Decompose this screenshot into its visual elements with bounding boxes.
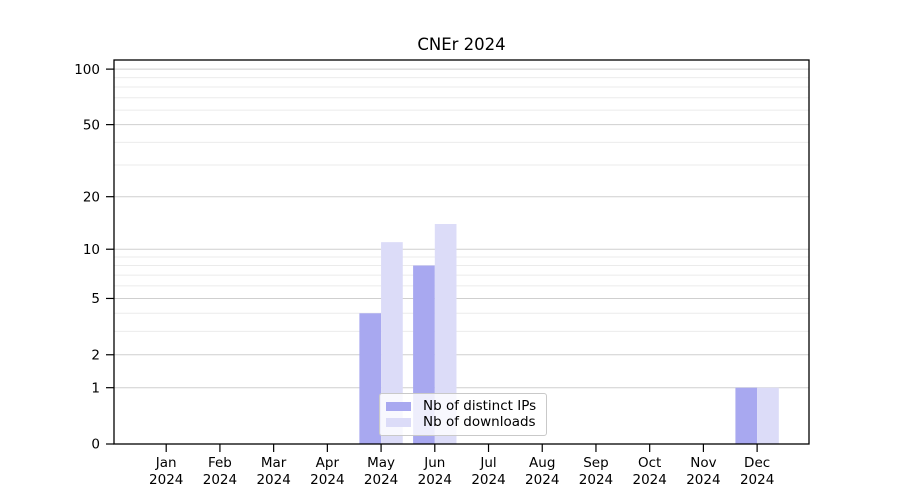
legend-entry-distinct-ips: Nb of distinct IPs [386,399,538,414]
x-tick-label-year: 2024 [256,472,290,488]
x-tick-label-month: Nov [690,455,716,471]
x-tick-label-year: 2024 [310,472,344,488]
x-tick-label-year: 2024 [149,472,183,488]
x-tick-label-month: Oct [638,455,661,471]
y-tick-label: 10 [83,242,100,258]
y-tick-label: 2 [91,347,100,363]
x-tick-label-month: Feb [208,455,232,471]
x-tick-label-year: 2024 [203,472,237,488]
x-tick-label-year: 2024 [364,472,398,488]
legend-label-distinct-ips: Nb of distinct IPs [423,397,537,414]
bar-distinct-ips [735,387,758,444]
x-tick-label-year: 2024 [740,472,774,488]
y-tick-label: 1 [91,380,100,396]
x-tick-label-month: Mar [261,455,287,471]
x-tick-label-month: Jul [479,455,496,471]
x-tick-label-month: Aug [529,455,555,471]
y-tick-label: 20 [83,189,100,205]
x-tick-label-month: Apr [316,455,340,471]
x-tick-label-year: 2024 [471,472,505,488]
x-tick-label-month: Sep [583,455,608,471]
bar-downloads [434,224,457,444]
legend: Nb of distinct IPs Nb of downloads [379,393,547,436]
legend-swatch-distinct-ips [386,402,411,411]
x-tick-label-month: Dec [744,455,770,471]
x-tick-label-year: 2024 [686,472,720,488]
chart-title: CNEr 2024 [417,35,506,54]
legend-label-downloads: Nb of downloads [423,413,536,430]
x-tick-label-month: May [367,455,395,471]
x-tick-label-month: Jan [155,455,177,471]
y-tick-label: 5 [91,291,100,307]
plot-frame [113,59,810,445]
x-tick-label-year: 2024 [633,472,667,488]
x-tick-label-year: 2024 [525,472,559,488]
legend-swatch-downloads [386,418,411,427]
x-tick-label-year: 2024 [418,472,452,488]
bar-downloads [757,387,779,444]
bar-distinct-ips [359,313,382,444]
x-tick-label-year: 2024 [579,472,613,488]
y-tick-label: 50 [83,117,100,133]
y-tick-label: 100 [74,62,100,78]
y-tick-label: 0 [91,437,100,453]
x-tick-label-month: Jun [423,455,445,471]
legend-entry-downloads: Nb of downloads [386,415,538,430]
